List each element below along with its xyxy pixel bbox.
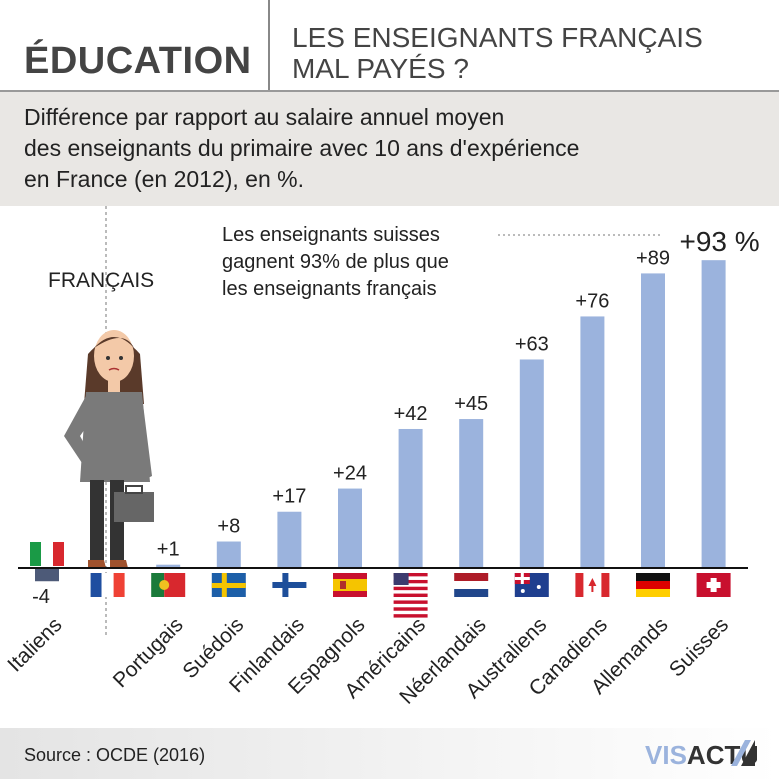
header-divider — [268, 0, 270, 90]
annotation-line-2: gagnent 93% de plus que — [222, 251, 449, 273]
visactu-logo: VISACTU — [645, 740, 757, 770]
subtitle: Différence par rapport au salaire annuel… — [24, 102, 579, 195]
bar-chart: FRANÇAIS Les enseignants suisses gagnent… — [3, 206, 760, 709]
flag-au-icon — [514, 573, 549, 597]
value-label: +93 % — [680, 226, 760, 257]
value-label: +17 — [272, 486, 306, 508]
flag-us-icon — [393, 573, 428, 618]
category-label: Suisses — [665, 613, 733, 681]
source-note: Source : OCDE (2016) — [24, 745, 206, 765]
subtitle-line-3: en France (en 2012), en %. — [24, 166, 304, 192]
subtitle-line-2: des enseignants du primaire avec 10 ans … — [24, 135, 580, 161]
flag-pt-icon — [151, 573, 186, 597]
flag-it-icon — [30, 542, 64, 566]
bar-group-Suisses: +93 % Suisses — [665, 226, 760, 681]
annotation: Les enseignants suisses gagnent 93% de p… — [222, 224, 449, 300]
teacher-illustration — [64, 330, 154, 568]
bar-group-Français — [90, 573, 125, 597]
flag-ch-icon — [696, 573, 731, 597]
bar — [701, 260, 726, 568]
value-label: +8 — [217, 516, 240, 538]
annotation-line-3: les enseignants français — [222, 278, 437, 300]
value-label: +1 — [157, 539, 180, 561]
bar — [35, 568, 59, 582]
bar — [519, 359, 544, 568]
flag-ca-icon — [575, 573, 610, 597]
value-label: -4 — [32, 586, 50, 608]
subtitle-band: Différence par rapport au salaire annuel… — [0, 90, 779, 206]
annotation-line-1: Les enseignants suisses — [222, 224, 440, 246]
category-label: Italiens — [3, 613, 66, 676]
bar — [459, 419, 484, 568]
flag-es-icon — [333, 573, 367, 597]
flag-se-icon — [211, 573, 246, 597]
value-label: +45 — [454, 393, 488, 415]
value-label: +76 — [575, 290, 609, 312]
subtitle-line-1: Différence par rapport au salaire annuel… — [24, 104, 505, 130]
value-label: +24 — [333, 463, 367, 485]
bar — [641, 273, 665, 568]
value-label: +63 — [515, 333, 549, 355]
flag-nl-icon — [454, 573, 489, 597]
logo-wordmark: VISACTU — [645, 740, 757, 770]
reference-label: FRANÇAIS — [48, 269, 154, 292]
footer: Source : OCDE (2016) VISACTU — [0, 728, 779, 779]
bar — [277, 511, 302, 568]
bar — [156, 564, 181, 568]
title-line-1: LES ENSEIGNANTS FRANÇAIS — [292, 22, 703, 53]
flag-fr-icon — [90, 573, 125, 597]
value-label: +42 — [394, 403, 428, 425]
bar-group-Italiens: -4 Italiens — [3, 542, 67, 677]
bar — [216, 541, 241, 568]
value-label: +89 — [636, 247, 670, 269]
section-label: ÉDUCATION — [24, 40, 252, 82]
flag-fi-icon — [272, 573, 307, 597]
header: ÉDUCATION LES ENSEIGNANTS FRANÇAIS MAL P… — [0, 0, 779, 90]
category-label: Portugais — [109, 613, 188, 692]
bar — [580, 316, 605, 568]
flag-de-icon — [636, 573, 670, 597]
bar — [338, 488, 362, 568]
bar — [398, 428, 423, 568]
page-title: LES ENSEIGNANTS FRANÇAIS MAL PAYÉS ? — [292, 22, 762, 84]
title-line-2: MAL PAYÉS ? — [292, 53, 469, 84]
